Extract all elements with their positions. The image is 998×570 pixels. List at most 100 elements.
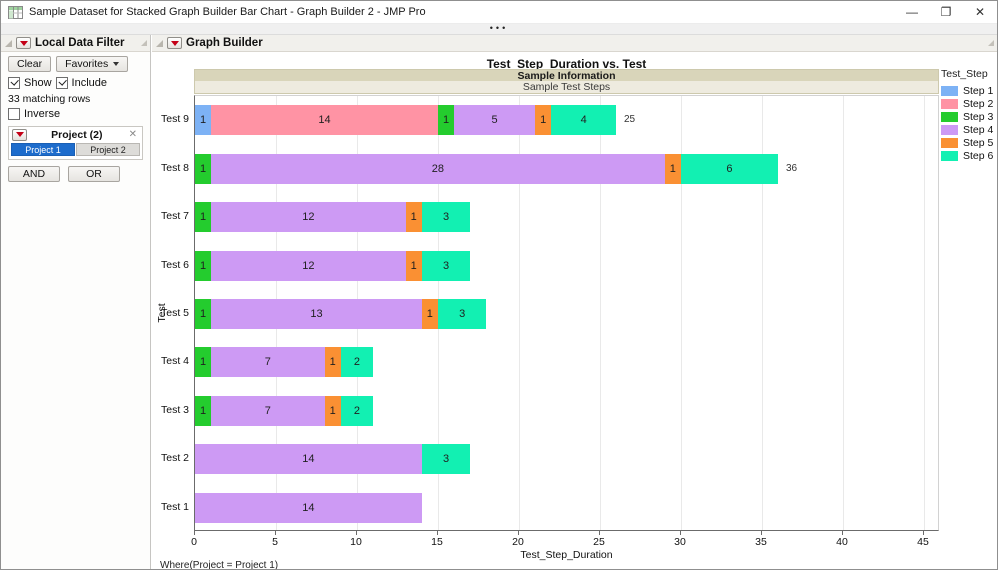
bar-segment[interactable]: 7 [211, 347, 325, 377]
bar-segment[interactable]: 3 [421, 251, 471, 281]
bar-segment[interactable]: 4 [551, 105, 617, 135]
plot-area[interactable]: 1 14 1 5 1 4 25 1 28 1 6 36 1 12 1 3 1 12 1 3 1 13 1 3 1 7 1 2 1 7 1 2 1… [194, 95, 939, 531]
y-tick-label: Test 9 [160, 113, 189, 125]
legend-entry[interactable]: Step 3 [941, 110, 997, 123]
bar-segment[interactable]: 1 [195, 396, 212, 426]
bar-segment[interactable]: 1 [324, 396, 341, 426]
bar-segment[interactable]: 14 [195, 493, 422, 523]
y-tick-label: Test 6 [160, 259, 189, 271]
stacked-bar[interactable]: 1 13 1 3 [195, 299, 487, 329]
panel-collapse-icon[interactable] [988, 40, 994, 46]
bar-segment[interactable]: 1 [195, 251, 212, 281]
or-button[interactable]: OR [68, 166, 120, 182]
legend-title: Test_Step [941, 68, 988, 80]
stacked-bar[interactable]: 1 12 1 3 [195, 251, 471, 281]
bar-segment[interactable]: 2 [340, 347, 374, 377]
bar-segment[interactable]: 3 [421, 202, 471, 232]
bar-segment[interactable]: 6 [680, 154, 779, 184]
bar-segment[interactable]: 12 [211, 202, 406, 232]
ribbon-expand-dots[interactable]: ••• [489, 23, 509, 33]
bar-segment[interactable]: 14 [195, 444, 422, 474]
gridline [762, 96, 763, 530]
x-tick-label: 0 [191, 536, 197, 548]
legend-label: Step 1 [963, 84, 994, 97]
close-button[interactable]: ✕ [974, 5, 986, 19]
include-label: Include [71, 77, 108, 89]
x-tick-label: 30 [674, 536, 686, 548]
bar-segment[interactable]: 1 [405, 251, 422, 281]
red-triangle-menu-button[interactable] [12, 128, 27, 141]
show-label: Show [24, 77, 52, 89]
stacked-bar[interactable]: 1 12 1 3 [195, 202, 471, 232]
bar-segment[interactable]: 1 [405, 202, 422, 232]
close-icon[interactable]: ✕ [128, 129, 137, 140]
x-tick-mark [923, 531, 924, 535]
bar-segment[interactable]: 1 [195, 154, 212, 184]
and-button[interactable]: AND [8, 166, 60, 182]
where-clause-note: Where(Project = Project 1) [160, 560, 279, 570]
bar-segment[interactable]: 1 [437, 105, 455, 135]
bar-segment[interactable]: 12 [211, 251, 406, 281]
favorites-dropdown-button[interactable]: Favorites [56, 56, 129, 72]
disclosure-triangle-icon[interactable] [156, 39, 163, 47]
graph-builder-panel: Graph Builder Test_Step_Duration vs. Tes… [152, 35, 997, 569]
x-tick-label: 35 [755, 536, 767, 548]
panel-collapse-icon[interactable] [141, 40, 147, 46]
legend-entry[interactable]: Step 5 [941, 136, 997, 149]
stacked-bar[interactable]: 1 14 1 5 1 4 [195, 105, 617, 135]
bar-segment[interactable]: 1 [195, 299, 212, 329]
legend-entry[interactable]: Step 4 [941, 123, 997, 136]
legend-entry[interactable]: Step 2 [941, 97, 997, 110]
red-triangle-icon [19, 40, 28, 46]
project-option[interactable]: Project 2 [76, 143, 140, 156]
graph-panel-header: Graph Builder [152, 35, 997, 52]
gridline [681, 96, 682, 530]
project-option[interactable]: Project 1 [11, 143, 75, 156]
bar-segment[interactable]: 1 [664, 154, 681, 184]
bar-segment[interactable]: 13 [211, 299, 422, 329]
bar-segment[interactable]: 1 [195, 202, 212, 232]
legend-entry[interactable]: Step 6 [941, 149, 997, 162]
bar-segment[interactable]: 2 [340, 396, 374, 426]
red-triangle-menu-button[interactable] [16, 37, 31, 49]
minimize-button[interactable]: — [906, 5, 918, 19]
red-triangle-menu-button[interactable] [167, 37, 182, 49]
bar-total-label: 25 [624, 114, 636, 125]
legend-label: Step 3 [963, 110, 994, 123]
y-tick-label: Test 3 [160, 404, 189, 416]
matching-rows-text: 33 matching rows [8, 93, 91, 105]
bar-segment[interactable]: 1 [195, 347, 212, 377]
stacked-bar[interactable]: 1 28 1 6 [195, 154, 779, 184]
bar-segment[interactable]: 3 [437, 299, 487, 329]
bar-segment[interactable]: 28 [211, 154, 665, 184]
bar-segment[interactable]: 1 [324, 347, 341, 377]
clear-button[interactable]: Clear [8, 56, 52, 72]
bar-segment[interactable]: 1 [421, 299, 438, 329]
y-tick-label: Test 4 [160, 355, 189, 367]
red-triangle-icon [170, 40, 179, 46]
x-tick-label: 40 [836, 536, 848, 548]
x-tick-mark [275, 531, 276, 535]
stacked-bar[interactable]: 14 3 [195, 444, 471, 474]
x-tick-mark [194, 531, 195, 535]
maximize-button[interactable]: ❐ [940, 5, 952, 19]
inverse-checkbox[interactable] [8, 108, 20, 120]
column-band-bottom: Sample Test Steps [194, 81, 939, 94]
x-tick-label: 45 [917, 536, 929, 548]
bar-segment[interactable]: 3 [421, 444, 471, 474]
bar-segment[interactable]: 1 [535, 105, 552, 135]
include-checkbox[interactable] [55, 77, 68, 89]
bar-segment[interactable]: 5 [454, 105, 536, 135]
stacked-bar[interactable]: 14 [195, 493, 422, 523]
bar-segment[interactable]: 14 [211, 105, 438, 135]
show-checkbox[interactable] [8, 77, 20, 89]
bar-segment[interactable]: 1 [195, 105, 212, 135]
bar-segment[interactable]: 7 [211, 396, 325, 426]
legend-entry[interactable]: Step 1 [941, 84, 997, 97]
disclosure-triangle-icon[interactable] [5, 39, 12, 47]
legend-label: Step 6 [963, 149, 994, 162]
title-bar: Sample Dataset for Stacked Graph Builder… [1, 1, 997, 24]
ribbon-strip: ••• [1, 24, 997, 35]
